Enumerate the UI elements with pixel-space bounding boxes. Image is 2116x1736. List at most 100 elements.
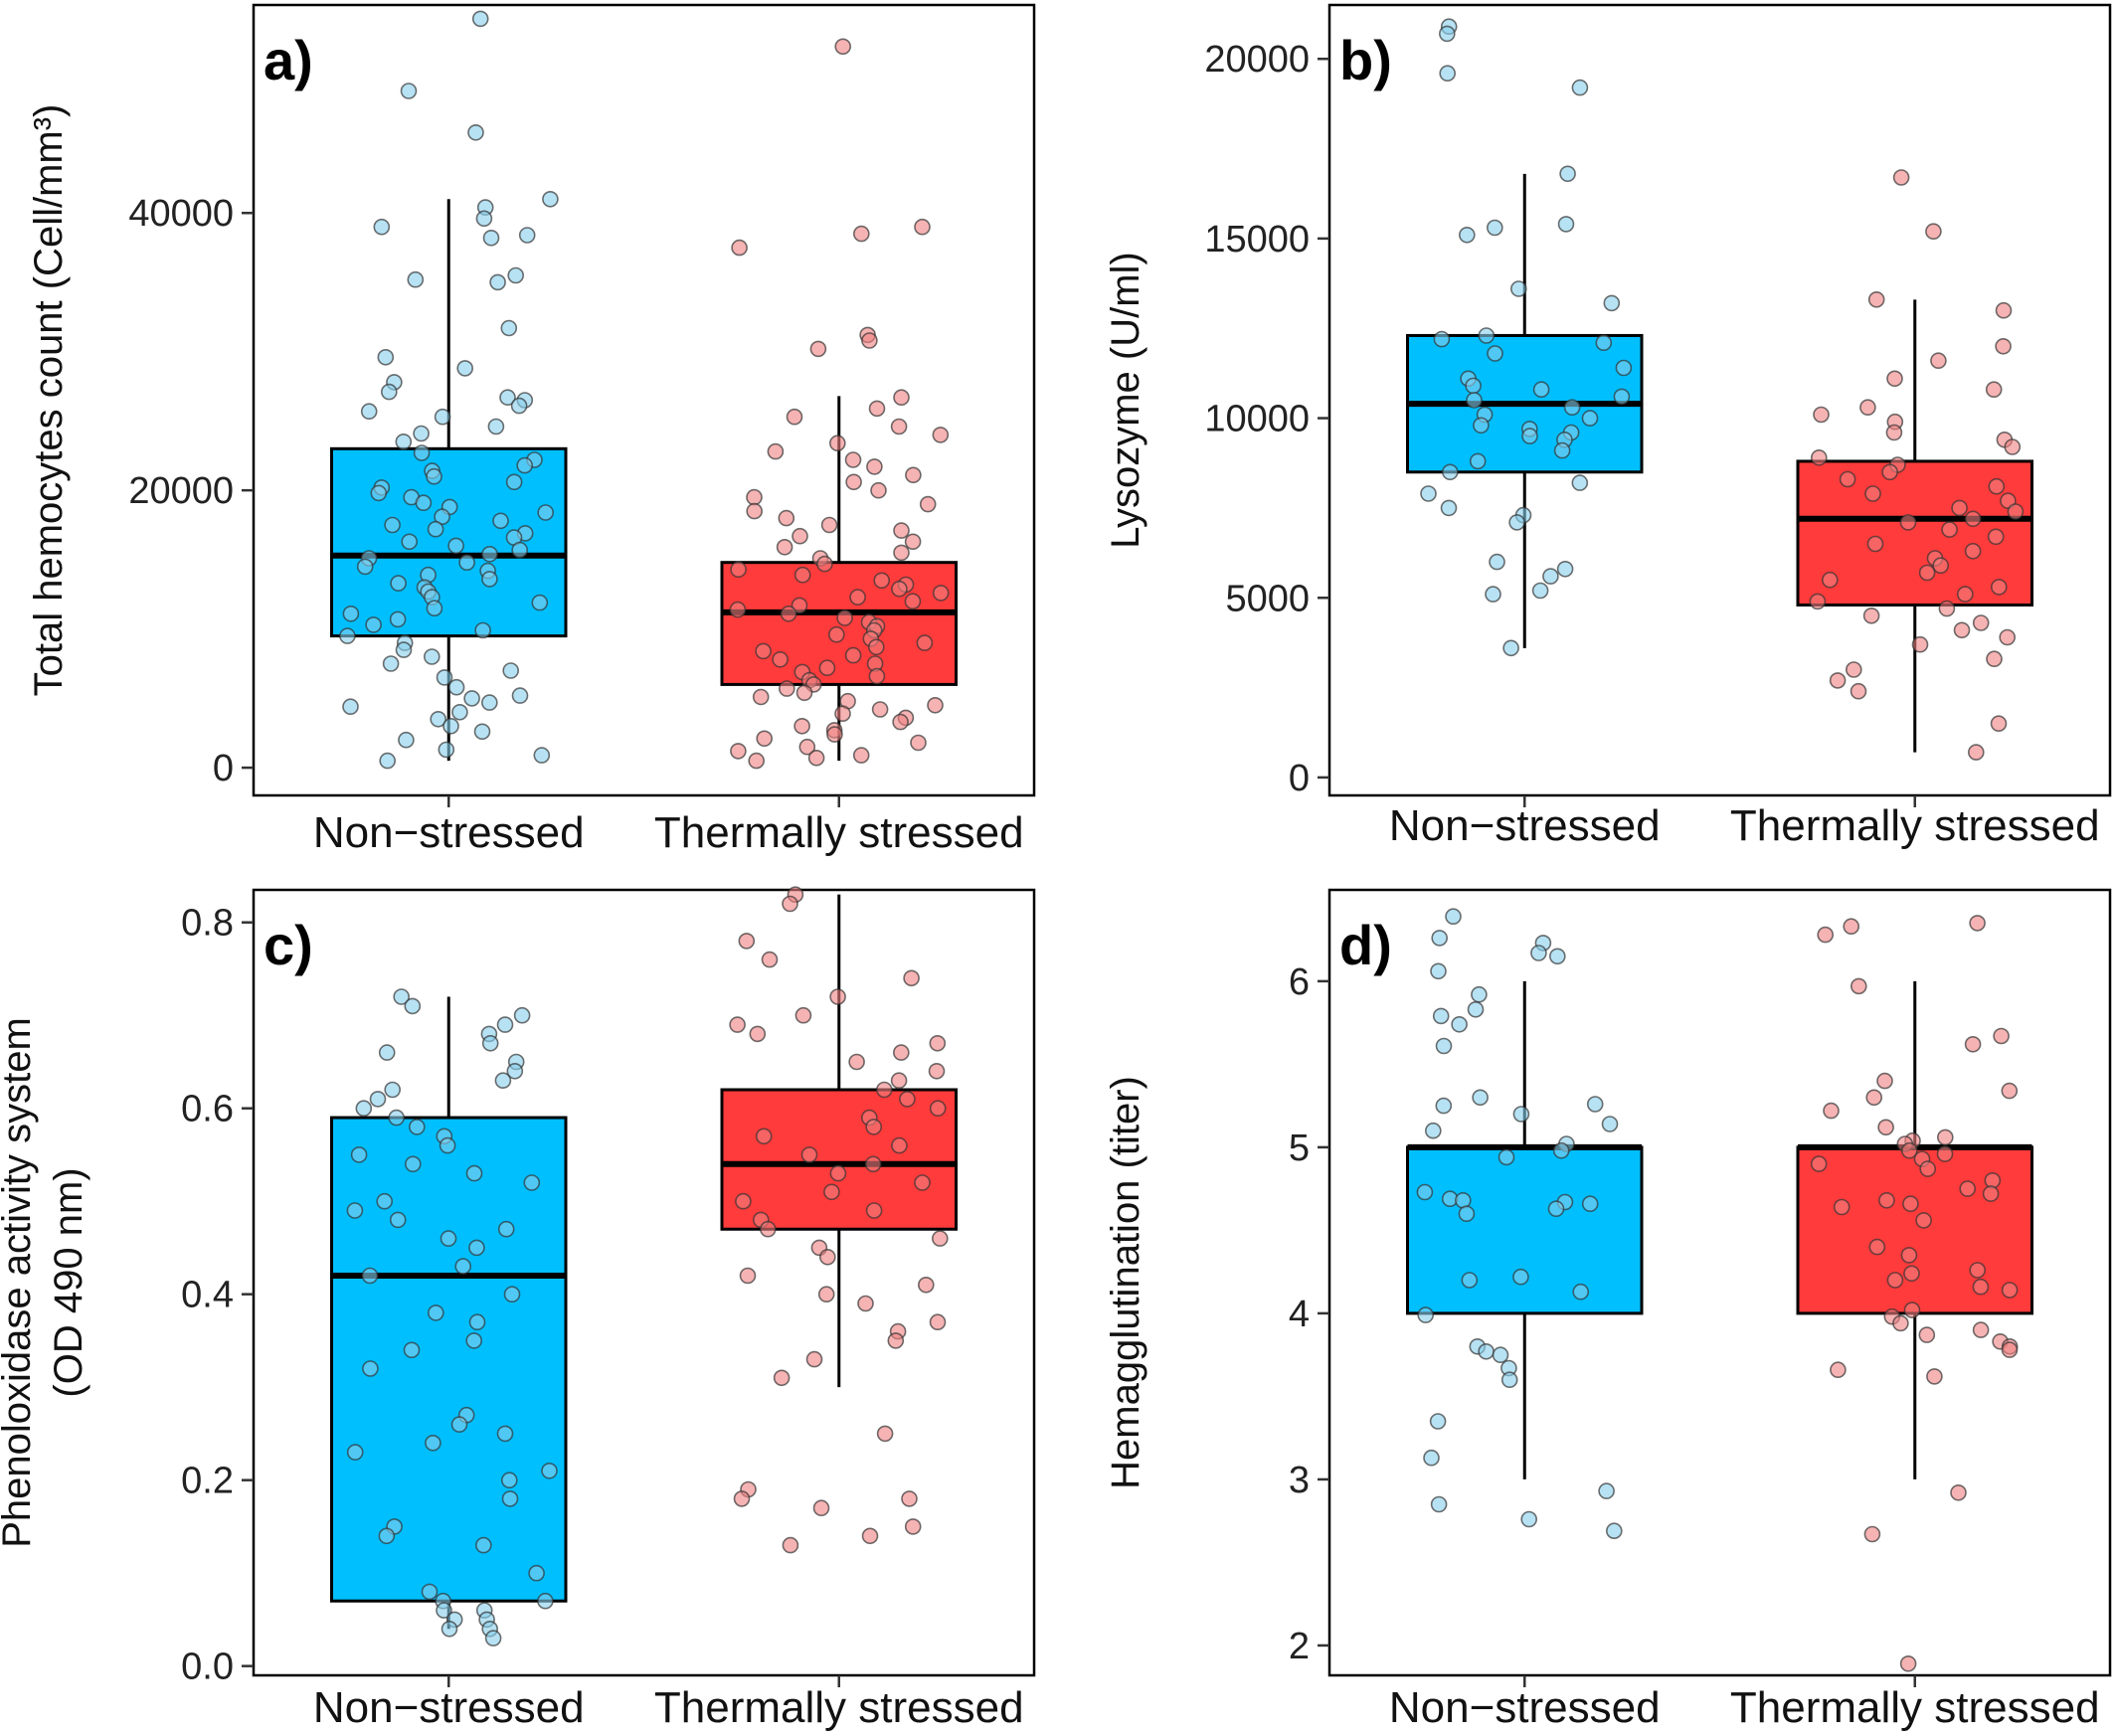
data-point [1950,1484,1967,1501]
data-point [1613,388,1631,406]
data-point [807,749,825,767]
data-point [905,466,922,484]
data-point [1938,600,1956,617]
data-point [752,688,770,706]
data-point [440,1230,457,1247]
data-point [395,433,413,450]
data-point [496,1425,514,1443]
data-point [1445,908,1462,926]
y-tick-label: 0 [1289,758,1310,799]
data-point [1512,1268,1529,1286]
data-point [438,741,455,759]
data-point [401,533,419,551]
data-point [1972,1278,1990,1296]
data-point [378,1527,396,1545]
category-label: Thermally stressed [1730,801,2100,850]
data-point [541,1463,558,1479]
data-point [792,527,808,545]
panel-d: 2 3 4 5 6 Non−stressed Thermally stressed Hemag… [1104,888,2112,1732]
data-point [342,698,359,716]
data-point [1549,948,1566,965]
data-point [931,1230,949,1247]
data-point [919,495,937,513]
data-point [1839,470,1856,488]
data-point [400,83,418,99]
data-point [1850,682,1867,700]
data-point [500,1472,518,1488]
data-point [867,638,885,656]
data-point [1472,1089,1489,1107]
data-point [1919,1160,1936,1177]
category-label: Non−stressed [313,808,585,857]
data-point [1502,639,1519,657]
data-point [809,340,827,358]
data-point [876,1425,894,1443]
data-point [1843,918,1859,936]
data-point [471,10,489,28]
data-point [1859,399,1876,417]
data-point [1969,915,1986,932]
data-point [794,1006,812,1024]
data-point [506,1063,524,1080]
data-point [1926,1368,1943,1385]
data-point [836,609,853,626]
data-point [425,1435,441,1452]
data-point [1553,441,1571,459]
data-point [421,1583,439,1601]
data-point [502,662,520,679]
data-point [1892,1314,1909,1332]
data-point [1993,1027,2010,1045]
data-point [1866,535,1884,553]
data-point [1465,377,1482,395]
data-point [1521,428,1538,444]
data-point [1964,542,1982,560]
data-point [1435,1097,1453,1115]
data-point [501,1490,519,1507]
data-point [1877,1119,1894,1136]
data-point [893,522,910,539]
data-point [496,1016,514,1033]
y-tick-label: 0.6 [181,1089,234,1130]
data-point [447,537,464,555]
data-point [487,418,505,435]
data-point [1911,635,1929,653]
data-point [1433,330,1451,348]
data-point [1985,381,2003,399]
data-point [436,669,453,686]
data-point [1542,568,1559,585]
data-point [494,1072,512,1089]
data-point [861,1527,879,1545]
data-point [500,319,518,337]
category-label: Thermally stressed [654,1683,1024,1732]
data-point [1903,1265,1920,1283]
data-point [1899,514,1917,531]
data-point [816,555,833,573]
data-point [1964,1036,1982,1053]
data-point [791,597,808,614]
y-tick-label: 3 [1289,1460,1310,1501]
data-point [2004,438,2022,455]
data-point [482,230,500,247]
y-tick-label: 10000 [1204,399,1310,440]
data-point [865,1119,883,1135]
data-point [1572,1283,1589,1301]
data-point [1492,1346,1509,1363]
data-point [928,1063,946,1080]
data-point [1500,1371,1518,1388]
data-point [829,1164,847,1182]
data-point [1867,290,1885,308]
data-point [384,516,401,534]
y-tick-label: 40000 [128,193,234,235]
data-point [389,610,407,628]
data-point [1900,1247,1918,1264]
data-point [1999,628,2016,646]
data-point [866,458,883,475]
data-point [370,484,388,502]
data-point [1932,557,1949,575]
data-point [1936,1145,1954,1162]
data-point [1813,406,1830,424]
data-point [427,520,444,538]
data-point [1442,463,1459,481]
y-tick-label: 20000 [128,470,234,512]
